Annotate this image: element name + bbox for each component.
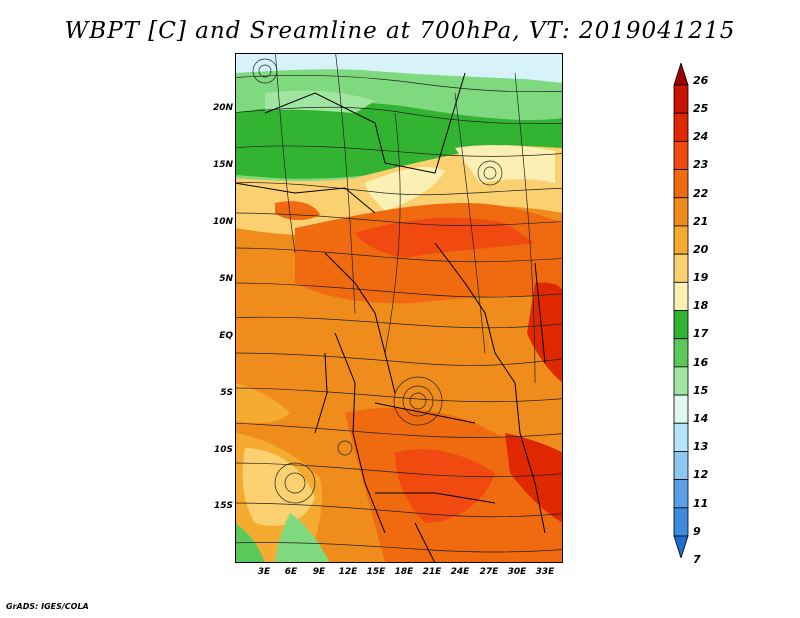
lat-label-20n: 20N (212, 103, 233, 113)
wbpt-map (235, 53, 563, 563)
lon-label-33e: 33E (535, 567, 555, 577)
colorbar-segment (673, 281, 689, 311)
colorbar-bottom-triangle (673, 535, 689, 558)
colorbar-label: 12 (693, 468, 709, 482)
country-borders (235, 72, 546, 563)
lon-label-12e: 12E (338, 567, 358, 577)
map-frame (235, 53, 563, 563)
colorbar-segments (673, 63, 689, 558)
lat-label-10n: 10N (212, 217, 233, 227)
colorbar-label: 20 (693, 242, 709, 256)
lat-label-15s: 15S (213, 501, 233, 511)
colorbar-segment (673, 507, 689, 537)
colorbar-label: 9 (693, 524, 701, 538)
colorbar-segment (673, 253, 689, 283)
grads-credit: GrADS: IGES/COLA (6, 602, 89, 611)
lon-label-24e: 24E (450, 567, 470, 577)
colorbar-label: 21 (693, 214, 709, 228)
plot-title: WBPT [C] and Sreamline at 700hPa, VT: 20… (64, 18, 736, 44)
colorbar-segment (673, 338, 689, 368)
lat-label-5s: 5S (220, 388, 233, 398)
lon-label-18e: 18E (394, 567, 414, 577)
lon-label-6e: 6E (284, 567, 298, 577)
lon-label-30e: 30E (507, 567, 527, 577)
colorbar-top-triangle (673, 63, 689, 86)
temperature-field (235, 53, 563, 563)
colorbar-label: 14 (693, 412, 709, 426)
lat-label-5n: 5N (219, 274, 233, 284)
colorbar-segment (673, 422, 689, 452)
colorbar-segment (673, 451, 689, 481)
streamlines (235, 53, 563, 553)
lon-label-15e: 15E (366, 567, 386, 577)
colorbar-label: 13 (693, 440, 709, 454)
colorbar-label: 23 (693, 158, 709, 172)
lon-label-27e: 27E (479, 567, 499, 577)
lat-label-15n: 15N (212, 160, 233, 170)
colorbar-label: 22 (693, 186, 709, 200)
colorbar-segment (673, 479, 689, 509)
colorbar-segment (673, 225, 689, 255)
lat-label-10s: 10S (213, 445, 233, 455)
colorbar-segment (673, 366, 689, 396)
colorbar-segment (673, 169, 689, 199)
colorbar (673, 63, 689, 558)
lon-label-3e: 3E (257, 567, 271, 577)
colorbar-label: 11 (693, 496, 709, 510)
lat-label-eq: EQ (219, 331, 233, 341)
colorbar-label: 15 (693, 383, 709, 397)
colorbar-label: 25 (693, 101, 709, 115)
colorbar-label: 19 (693, 271, 709, 285)
map-panel (235, 53, 563, 563)
colorbar-label: 16 (693, 355, 709, 369)
colorbar-label: 17 (693, 327, 709, 341)
lon-label-9e: 9E (312, 567, 326, 577)
colorbar-label: 26 (693, 73, 709, 87)
colorbar-label: 24 (693, 130, 709, 144)
colorbar-segment (673, 112, 689, 142)
colorbar-segment (673, 310, 689, 340)
colorbar-segment (673, 197, 689, 227)
colorbar-label: 7 (693, 552, 701, 566)
colorbar-segment (673, 394, 689, 424)
colorbar-segment (673, 140, 689, 170)
colorbar-segment (673, 84, 689, 114)
lon-label-21e: 21E (422, 567, 442, 577)
colorbar-label: 18 (693, 299, 709, 313)
